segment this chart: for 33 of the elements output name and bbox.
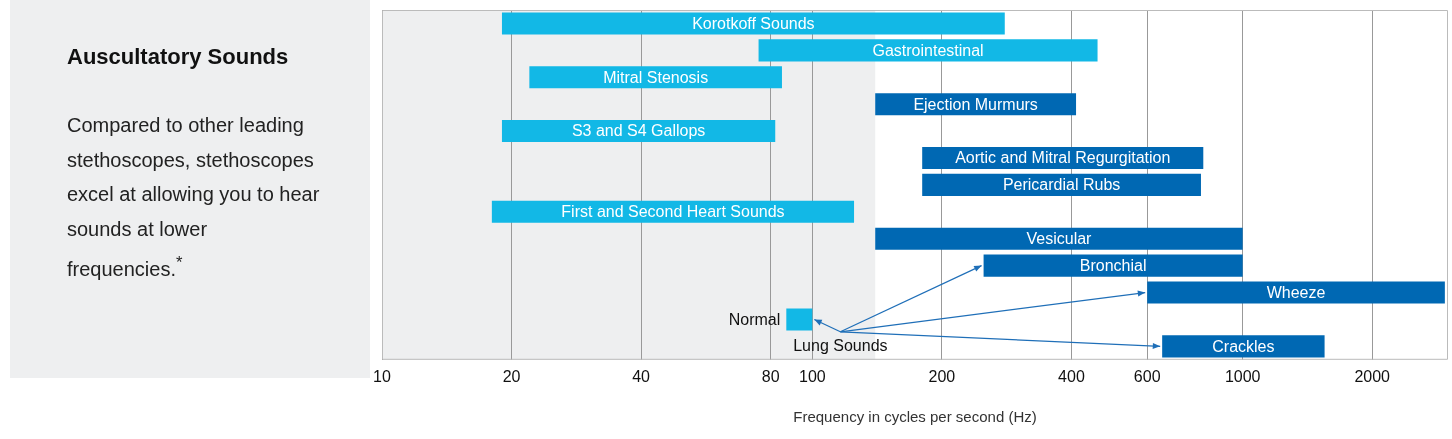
y-tick-label: First and Second Heart Sounds <box>561 203 785 221</box>
x-tick-label: 600 <box>1133 367 1161 385</box>
x-tick-label: 20 <box>502 367 521 385</box>
y-tick-label: Mitral Stenosis <box>603 68 709 86</box>
x-tick-label: 100 <box>798 367 826 385</box>
y-tick-label: Gastrointestinal <box>872 41 984 59</box>
y-tick-label: Crackles <box>1212 337 1275 355</box>
y-tick-label: Normal <box>728 310 781 328</box>
x-tick-label: 80 <box>761 367 780 385</box>
y-tick-label: Wheeze <box>1266 283 1326 301</box>
y-tick-label: Bronchial <box>1079 257 1147 275</box>
bar <box>758 39 1098 62</box>
y-tick-label: Aortic and Mitral Regurgitation <box>955 149 1171 167</box>
annotation: Lung Sounds <box>793 337 888 355</box>
bar <box>875 227 1243 250</box>
text: Auscultatory Sounds <box>67 44 289 70</box>
bar <box>501 12 1005 35</box>
y-tick-label: Pericardial Rubs <box>1002 176 1121 194</box>
bar <box>983 254 1243 277</box>
x-axis-title: Frequency in cycles per second (Hz) <box>793 408 1037 426</box>
bar <box>1147 281 1445 304</box>
bar <box>786 308 813 331</box>
y-tick-label: Ejection Murmurs <box>913 95 1038 113</box>
x-tick-label: 40 <box>632 367 651 385</box>
y-tick-label: Korotkoff Sounds <box>692 14 815 32</box>
x-tick-label: 400 <box>1058 367 1085 385</box>
text: Compared to other leading stethoscopes, stethoscopes excel at allowing you to hear sounds at lower frequencies.$^{*}$ <box>67 113 321 282</box>
x-tick-label: 10 <box>373 367 391 385</box>
y-tick-label: Vesicular <box>1026 230 1093 248</box>
x-tick-label: 1000 <box>1224 367 1261 385</box>
x-tick-label: 2000 <box>1354 367 1391 385</box>
x-tick-label: 200 <box>928 367 956 385</box>
y-tick-label: S3 and S4 Gallops <box>571 122 706 140</box>
